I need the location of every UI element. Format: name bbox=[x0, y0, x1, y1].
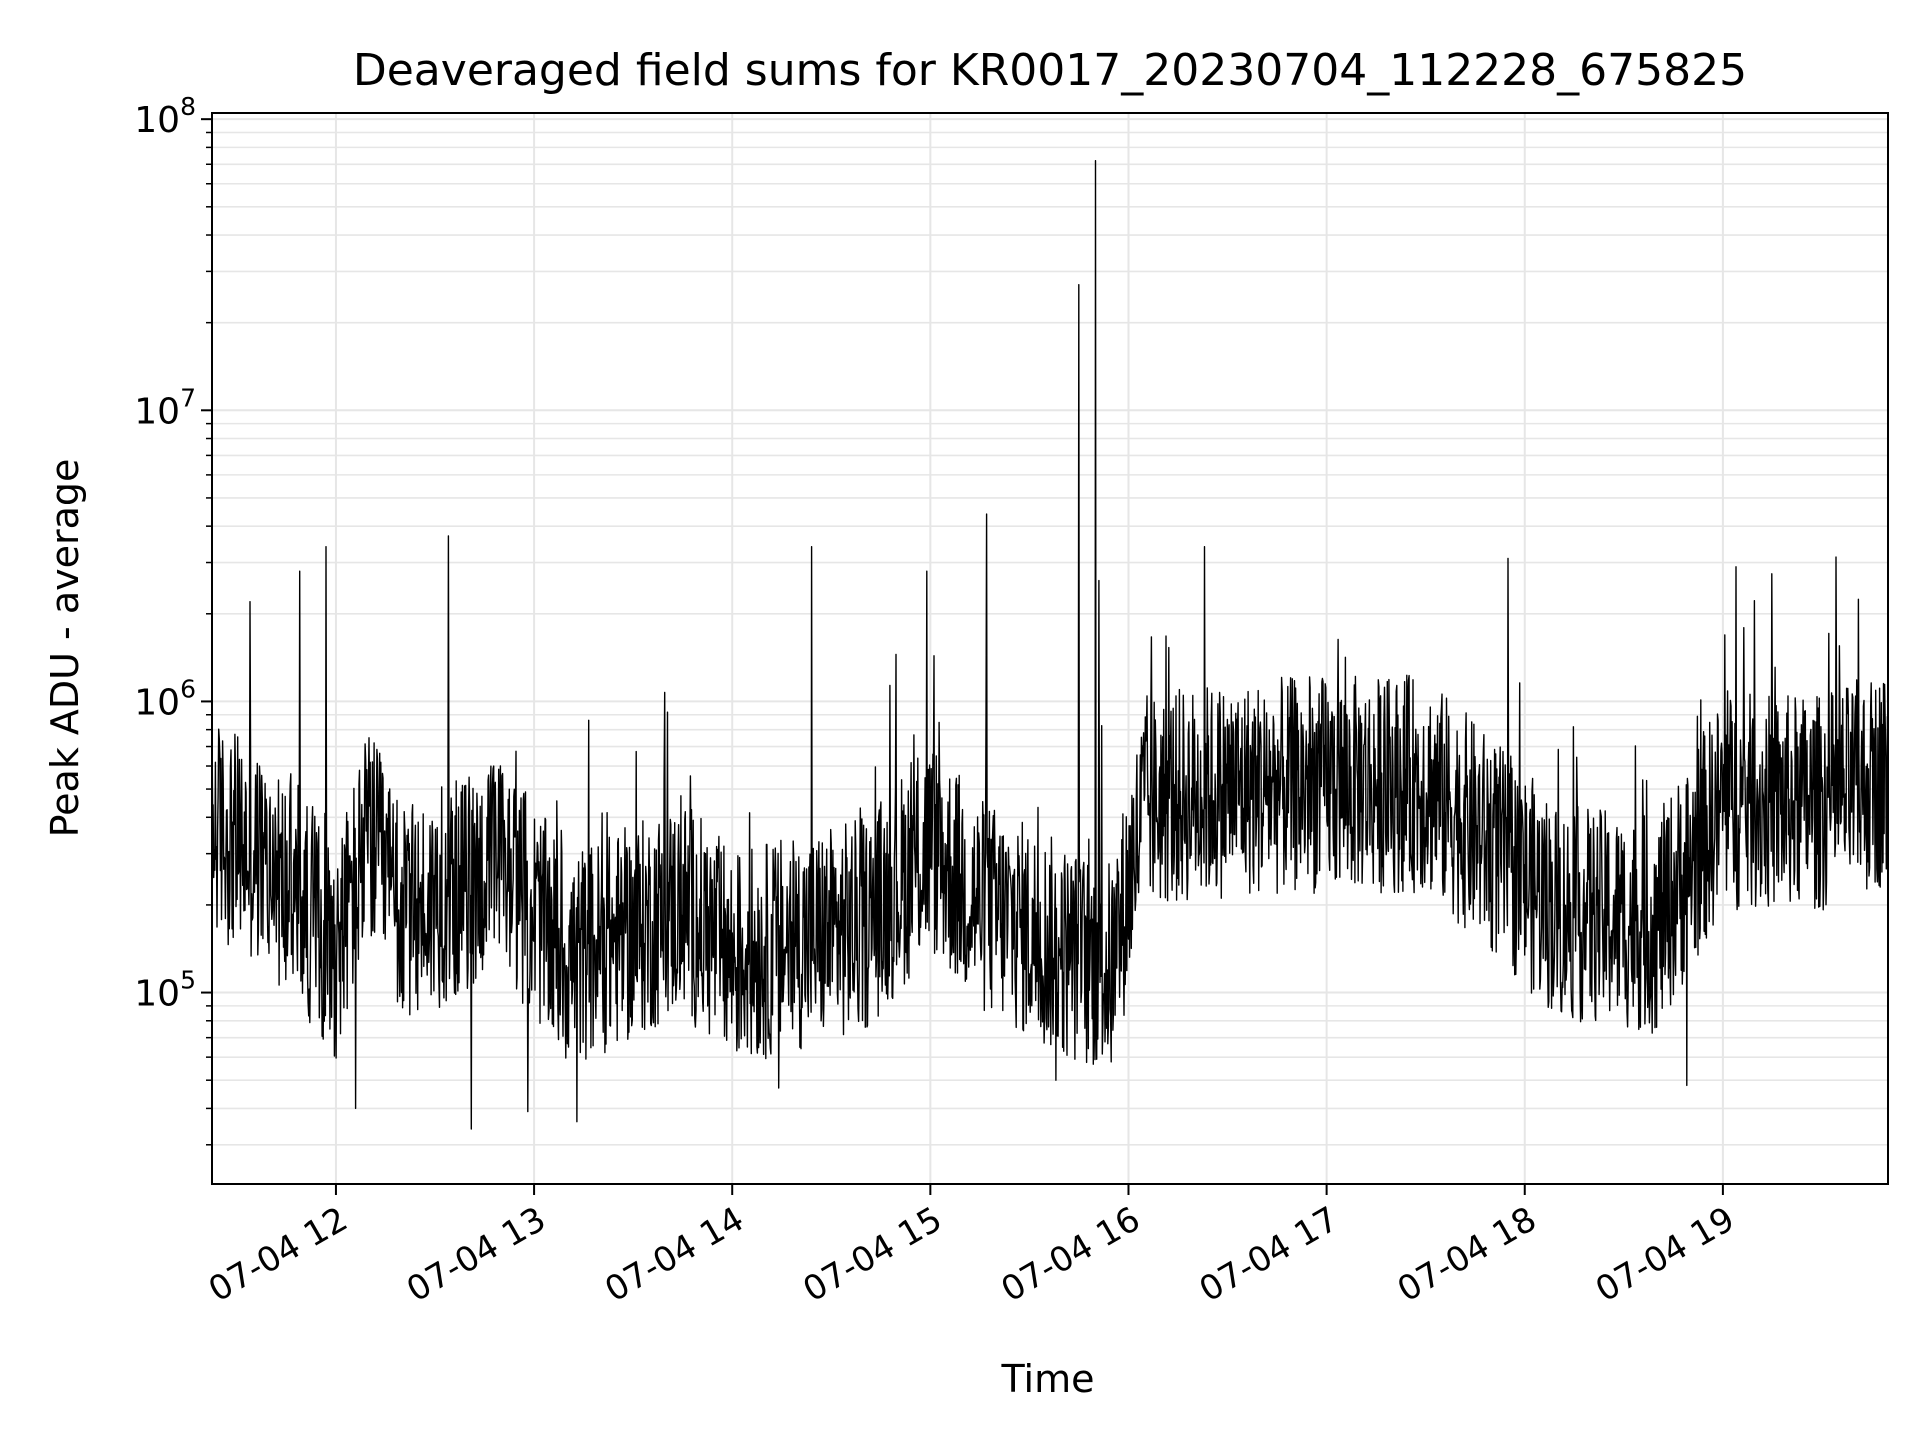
x-axis-label: Time bbox=[1001, 1357, 1095, 1401]
y-tick-label: 108 bbox=[134, 92, 196, 141]
series-line-group bbox=[211, 160, 1889, 1130]
y-tick-label: 105 bbox=[134, 966, 196, 1015]
y-tick-label: 106 bbox=[134, 674, 196, 723]
y-axis-label: Peak ADU - average bbox=[43, 459, 87, 838]
y-axis: 105 106 107 108 bbox=[134, 92, 212, 1146]
y-tick-label: 107 bbox=[134, 383, 196, 432]
series-line bbox=[211, 160, 1889, 1130]
chart-title: Deaveraged field sums for KR0017_2023070… bbox=[353, 45, 1747, 96]
plot-frame bbox=[211, 112, 1889, 1185]
